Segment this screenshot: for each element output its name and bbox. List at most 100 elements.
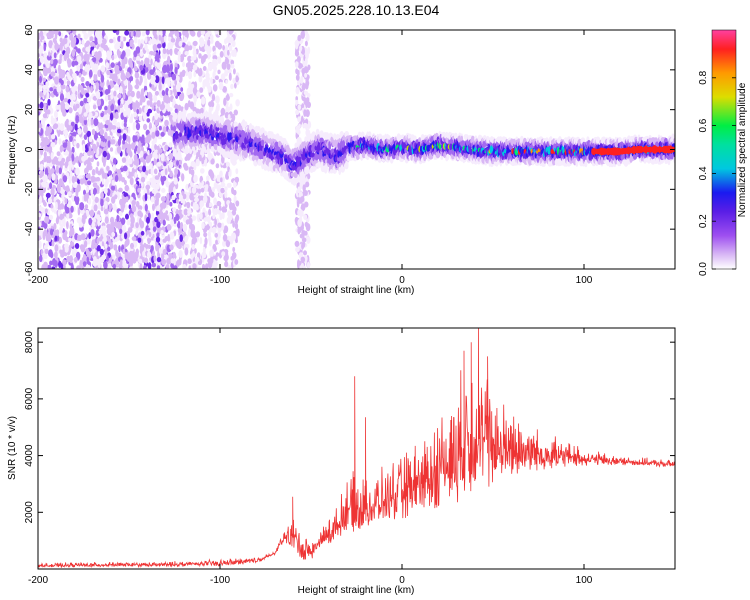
spectrogram-cell [55, 230, 58, 237]
spectrogram-cell [150, 58, 153, 66]
spectrogram-cell [77, 106, 83, 115]
spectrogram-cell [212, 186, 215, 193]
spectrogram-cell [205, 175, 210, 182]
spectrogram-cell [128, 84, 133, 93]
spectrogram-cell [232, 160, 237, 165]
spectrogram-cell [209, 227, 214, 233]
spectrogram-cell [59, 93, 65, 102]
spectrogram-cell [106, 52, 112, 61]
spectrogram-cell [230, 30, 234, 34]
spectrogram-cell [66, 255, 71, 263]
spectrogram-cell [210, 146, 215, 152]
spectrogram-cell [122, 259, 126, 268]
spectrogram-cell [306, 236, 311, 244]
spectrogram-cell [192, 48, 197, 57]
spectrogram-cell [182, 61, 185, 68]
spectrogram-cell [124, 184, 130, 192]
spectrogram-cell [54, 32, 58, 40]
spectrogram-cell [304, 230, 308, 236]
spectrogram-cell [229, 103, 233, 111]
spectrogram-cell [286, 147, 291, 156]
spectrogram-cell [50, 59, 54, 65]
spectrogram-cell [41, 122, 45, 129]
spectrogram-cell [74, 243, 80, 249]
spectrogram-cell [41, 139, 47, 146]
spectrogram-cell [302, 184, 306, 193]
spectrogram-cell [106, 69, 111, 76]
spectrogram-cell [148, 231, 152, 238]
spectrogram-cell [66, 221, 69, 230]
spectrogram-cell [111, 196, 116, 204]
spectrogram-cell [220, 107, 226, 116]
spectrogram-cell [200, 56, 205, 65]
spectrogram-cell [120, 97, 124, 105]
spectrogram-cell [110, 62, 115, 68]
spectrogram-cell [186, 201, 191, 209]
spectrogram-cell [43, 201, 47, 207]
spectrogram-cell [133, 50, 138, 58]
spectrogram-cell [113, 203, 117, 211]
spectrogram-cell [195, 231, 201, 238]
spectrogram-cell [182, 193, 187, 200]
spectrogram-cell [149, 163, 153, 170]
spectrogram-cell [164, 168, 168, 176]
spectrogram-cell [127, 136, 131, 144]
spectrogram-cell [305, 109, 310, 118]
spectrogram-cell [118, 66, 123, 72]
spectrogram-cell [43, 105, 47, 113]
spectrogram-cell [277, 140, 282, 148]
spectrogram-cell [151, 84, 155, 91]
spectrogram-cell [223, 255, 227, 261]
spectrogram-cell [59, 129, 65, 135]
spectrogram-cell [84, 103, 90, 110]
spectrogram-cell [147, 237, 151, 245]
spectrogram-cell [133, 111, 138, 118]
spectrogram-cell [170, 38, 176, 43]
spectrogram-cell [122, 133, 127, 141]
spectrogram-cell [144, 36, 148, 44]
spectrogram-cell [184, 247, 189, 256]
spectrogram-cell [103, 187, 108, 195]
spectrogram-cell [112, 73, 117, 80]
spectrogram-cell [218, 78, 223, 84]
spectrogram-cell [304, 57, 308, 65]
spectrogram-cell [154, 144, 158, 150]
spectrogram-cell [63, 76, 67, 85]
spectrogram-cell [49, 87, 54, 92]
spectrogram-cell [144, 193, 148, 202]
spectrogram-cell [131, 250, 135, 256]
spectrogram-cell [224, 186, 228, 191]
spectrogram-cell [39, 45, 44, 54]
spectrogram-cell [212, 84, 218, 92]
spectrogram-cell [143, 264, 147, 269]
spectrogram-cell [226, 182, 232, 188]
spectrogram-cell [58, 260, 62, 269]
spectrogram-cell [231, 252, 237, 259]
spectrogram-cell [135, 230, 139, 237]
spectrogram-cell [120, 35, 124, 43]
spectrogram-cell [129, 40, 134, 48]
spectrogram-cell [206, 216, 211, 222]
spectrogram-cell [144, 142, 149, 148]
spectrogram-cell [137, 187, 141, 193]
spectrogram-cell [53, 30, 59, 35]
spectrogram-cell [44, 208, 48, 214]
spectrogram-cell [165, 200, 171, 205]
spectrogram-cell [300, 76, 304, 84]
spectrogram-cell [297, 79, 302, 87]
spectrogram-cell [101, 141, 107, 148]
spectrogram-cell [40, 127, 44, 136]
spectrogram-cell [76, 55, 82, 63]
spectrogram-cell [70, 39, 75, 48]
spectrogram-cell [96, 245, 101, 252]
spectrogram-cell [196, 113, 201, 119]
spectrogram-cell [221, 251, 226, 257]
spectrogram-cell [38, 71, 41, 76]
spectrogram-cell [50, 251, 54, 259]
spectrogram-cell [203, 54, 208, 59]
spectrogram-cell [139, 50, 144, 57]
spectrogram-cell [99, 248, 104, 256]
spectrogram-cell [106, 255, 109, 262]
spectrogram-cell [208, 169, 214, 177]
spectrogram-cell [58, 218, 62, 227]
